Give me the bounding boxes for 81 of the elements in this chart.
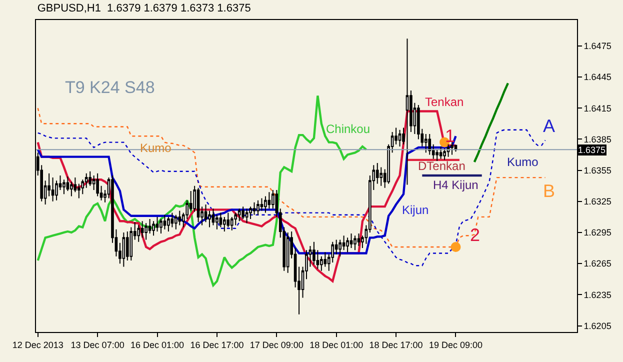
candlestick [324,252,327,268]
candlestick [439,146,442,160]
candlestick [357,233,360,246]
x-tick-label: 19 Dec 09:00 [428,340,483,350]
annotation: H4 Kijun [433,178,478,192]
candlestick [252,202,256,216]
candlestick [196,187,200,223]
y-tick-label: 1.6415 [584,103,612,114]
candlestick [249,206,252,220]
line-series [36,94,368,286]
candlestick [380,166,383,186]
annotation: B [543,181,556,201]
annotation: Tenkan [425,95,464,109]
candlestick [88,170,92,186]
candlestick [178,210,182,226]
y-tick-label: 1.6385 [584,134,612,144]
candlestick [286,232,290,274]
x-tick-label: 13 Dec 07:00 [70,340,124,350]
x-tick-label: 18 Dec 01:00 [310,340,364,350]
candlestick [122,232,126,268]
candlestick [156,216,159,232]
annotation: Kijun [402,203,429,217]
x-tick-label: 18 Dec 17:00 [369,340,423,350]
candlestick [160,218,162,234]
candlestick [443,148,446,160]
y-tick-label: 1.6295 [584,228,612,238]
candlestick [446,144,450,158]
candlestick [242,206,244,220]
annotation: 1 [445,126,456,146]
annotation: T9 K24 S48 [65,78,155,97]
candlestick [174,214,178,230]
candlestick [51,177,54,202]
candlestick [212,208,215,226]
y-tick-label: 1.6355 [584,165,612,176]
annotation: Kumo [507,155,539,169]
candlestick [66,176,70,192]
candlestick [219,212,222,228]
chart-title: GBPUSD,H1 1.6379 1.6379 1.6373 1.6375 [37,2,251,14]
candlestick [346,237,349,253]
candlestick [338,239,342,257]
x-tick-label: 12 Dec 2013 [12,340,64,350]
candlestick [226,212,230,228]
line-series [473,82,510,164]
x-tick-label: 16 Dec 01:00 [130,340,184,350]
y-tick-label: 1.6475 [584,41,612,52]
candlestick [245,208,248,224]
y-tick-label: 1.6265 [584,258,612,269]
x-tick-label: 16 Dec 17:00 [190,340,244,350]
candlestick [152,220,155,236]
candlestick [264,196,267,214]
candlestick [268,192,271,210]
annotation: DTenkan [418,159,466,173]
y-tick-label: 1.6445 [584,72,612,82]
candlestick [170,212,174,228]
candlestick [137,224,140,242]
annotation: Chinkou [326,122,370,136]
candlestick [354,235,356,251]
candlestick [140,220,144,238]
candlestick [406,38,409,186]
x-tick-label: 17 Dec 09:00 [250,340,304,350]
y-tick-label: 1.6205 [584,320,612,331]
candlestick [398,129,402,147]
y-tick-label: 1.6325 [584,196,612,207]
candlestick [230,216,234,231]
candlestick [62,179,66,195]
candlestick [238,208,241,222]
annotation: A [543,116,556,136]
candlestick [96,172,99,197]
candlestick [223,216,226,232]
candlestick [163,214,166,230]
y-tick-label: 1.6235 [584,290,612,300]
candlestick [450,142,454,156]
candlestick [312,241,316,266]
candlestick [350,233,353,249]
candlestick [144,222,148,240]
candlestick [260,198,264,212]
ref-line-label: 1.6375 [578,145,606,155]
candlestick [167,216,170,232]
candlestick [428,134,432,156]
candlestick [256,200,260,216]
annotation: 2 [470,225,480,245]
